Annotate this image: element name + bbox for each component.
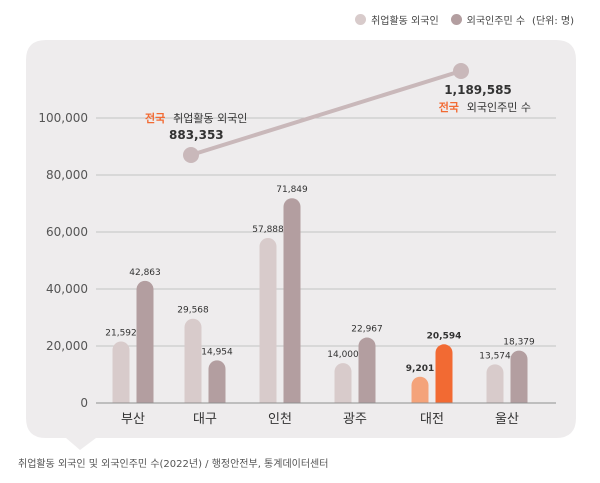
- national-resident-value: 1,189,585: [444, 83, 512, 97]
- bars: [96, 198, 556, 415]
- y-tick-label: 80,000: [46, 168, 88, 182]
- value-label: 42,863: [129, 268, 161, 278]
- national-resident-label: 외국인주민 수: [467, 101, 531, 114]
- value-label: 14,000: [327, 350, 359, 360]
- national-employed-prefix: 전국: [145, 111, 165, 125]
- y-tick-label: 20,000: [46, 339, 88, 353]
- legend-item-employed: 취업활동 외국인: [355, 12, 439, 27]
- y-tick-label: 0: [80, 396, 88, 410]
- y-axis: 0 20,000 40,000 60,000 80,000 100,000: [38, 111, 88, 410]
- bar-resident: [510, 350, 528, 412]
- value-label: 29,568: [177, 306, 209, 316]
- bar-employed: [259, 238, 277, 412]
- legend-swatch-resident: [450, 14, 462, 25]
- national-employed-title: 전국 취업활동 외국인: [145, 111, 247, 125]
- bar-resident: [435, 344, 453, 412]
- source-note: 취업활동 외국인 및 외국인주민 수(2022년) / 행정안전부, 통계데이터…: [18, 459, 329, 470]
- value-labels: 21,592 42,863 29,568 14,954 57,888 71,849 14,0…: [105, 185, 535, 374]
- value-label: 14,954: [201, 347, 233, 357]
- national-trend-line: [189, 69, 463, 157]
- national-trend: 전국 취업활동 외국인 883,353 1,189,585 전국 외국인주민 수: [145, 63, 531, 163]
- y-tick-label: 100,000: [38, 111, 88, 125]
- legend-item-resident: 외국인주민 수 (단위: 명): [450, 12, 574, 27]
- legend-swatch-employed: [355, 14, 367, 25]
- x-tick-label: 부산: [121, 412, 145, 427]
- bar-employed: [486, 364, 504, 412]
- legend-label-employed: 취업활동 외국인: [371, 16, 439, 27]
- y-tick-label: 60,000: [46, 225, 88, 239]
- x-tick-label: 인천: [268, 412, 292, 427]
- national-employed-value: 883,353: [169, 128, 224, 142]
- legend-label-resident: 외국인주민 수: [466, 16, 526, 27]
- bar-employed: [184, 318, 202, 412]
- bar-resident: [208, 360, 226, 412]
- bar-employed: [112, 341, 130, 412]
- x-tick-label: 광주: [343, 412, 367, 427]
- bar-resident: [283, 198, 301, 412]
- value-label: 57,888: [252, 225, 284, 235]
- y-tick-label: 40,000: [46, 282, 88, 296]
- value-label: 9,201: [406, 364, 434, 374]
- national-resident-point: [453, 63, 469, 79]
- value-label: 20,594: [427, 331, 462, 341]
- x-tick-label: 대구: [193, 412, 217, 427]
- value-label: 21,592: [105, 328, 137, 338]
- legend: 취업활동 외국인 외국인주민 수 (단위: 명): [355, 12, 574, 27]
- x-tick-label: 울산: [495, 412, 519, 427]
- value-label: 13,574: [479, 351, 511, 361]
- baseline-mask: [96, 403, 556, 415]
- x-tick-label: 대전: [420, 412, 444, 427]
- national-employed-label: 취업활동 외국인: [173, 111, 247, 125]
- value-label: 18,379: [503, 338, 535, 348]
- national-resident-title: 전국 외국인주민 수: [439, 100, 531, 114]
- bar-resident: [358, 337, 376, 412]
- national-resident-prefix: 전국: [439, 100, 459, 114]
- value-label: 22,967: [351, 325, 383, 335]
- bar-resident: [136, 280, 154, 412]
- x-axis: 부산 대구 인천 광주 대전 울산: [121, 412, 519, 427]
- value-label: 71,849: [276, 185, 308, 195]
- bar-employed: [334, 363, 352, 412]
- unit-label: (단위: 명): [532, 16, 574, 27]
- national-employed-point: [183, 147, 199, 163]
